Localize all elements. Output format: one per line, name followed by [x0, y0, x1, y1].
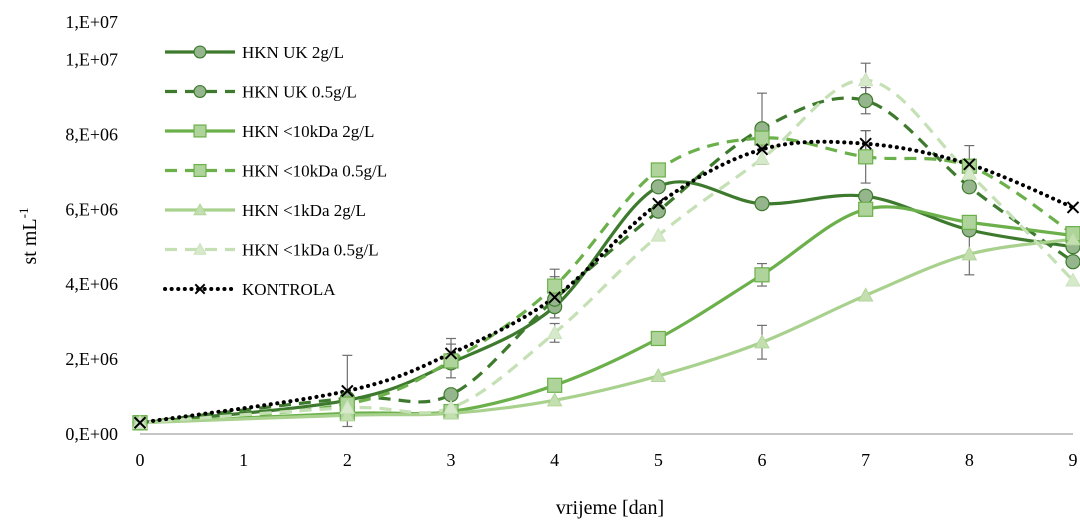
data-point-marker: [961, 179, 977, 195]
series-line-3: [139, 136, 1074, 425]
series-line-4: [139, 237, 1074, 425]
data-point-marker: [339, 399, 356, 414]
data-point-marker: [650, 162, 666, 178]
data-point-marker: [754, 267, 770, 283]
legend-swatch-marker: [193, 242, 207, 255]
y-tick-label: 8,E+06: [65, 124, 118, 144]
legend-swatch-marker: [193, 84, 207, 99]
data-point-marker: [961, 165, 978, 180]
legend: HKN UK 2g/L HKN UK 0.5g/L HKN <10kDa 2g/L H…: [163, 43, 387, 299]
data-point-marker: [443, 387, 459, 403]
legend-label: HKN UK 2g/L: [242, 43, 344, 62]
y-tick-labels: 0,E+00 2,E+06 4,E+06 6,E+06 8,E+06 1,E+07 1,E+…: [65, 12, 118, 444]
data-point-marker: [858, 188, 874, 204]
legend-label: HKN <10kDa 2g/L: [242, 122, 374, 141]
series-line-6: [138, 139, 1075, 425]
x-tick-label: 8: [965, 450, 974, 470]
legend-swatch-marker: [193, 163, 207, 178]
x-tick-label: 9: [1069, 450, 1078, 470]
data-point-marker: [547, 291, 563, 307]
data-point-marker: [754, 150, 770, 165]
legend-label: HKN <10kDa 0.5g/L: [242, 162, 387, 181]
legend-swatch-marker: [193, 45, 207, 59]
data-point-marker: [1066, 201, 1080, 214]
x-tick-label: 4: [550, 450, 559, 470]
legend-swatch-marker: [193, 124, 207, 138]
y-tick-label: 0,E+00: [65, 424, 118, 444]
data-point-marker: [443, 353, 459, 369]
data-point-marker: [961, 214, 977, 230]
legend-item: HKN <1kDa 0.5g/L: [165, 241, 379, 260]
y-tick-label: 1,E+07: [65, 12, 118, 32]
x-axis-title: vrijeme [dan]: [556, 497, 664, 519]
data-point-marker: [963, 158, 976, 171]
x-tick-label: 6: [758, 450, 767, 470]
y-tick-label: 6,E+06: [65, 199, 118, 219]
data-point-marker: [961, 246, 978, 261]
data-point-marker: [755, 143, 769, 156]
x-tick-label: 5: [654, 450, 663, 470]
data-point-marker: [857, 287, 874, 302]
data-point-marker: [548, 291, 561, 304]
data-point-marker: [754, 130, 770, 146]
legend-label: HKN <1kDa 2g/L: [242, 201, 366, 220]
legend-swatch-marker: [193, 203, 207, 216]
data-point-marker: [650, 227, 667, 242]
data-point-marker: [547, 377, 563, 393]
data-point-marker: [546, 392, 563, 407]
series-line-1: [139, 96, 1074, 425]
data-point-marker: [547, 278, 563, 294]
y-tick-label: 4,E+06: [65, 274, 118, 294]
x-tick-labels: 0 1 2 3 4 5 6 7 8 9: [136, 450, 1078, 470]
data-point-marker: [650, 330, 666, 347]
data-point-marker: [650, 203, 666, 219]
legend-item: HKN UK 0.5g/L: [165, 83, 357, 102]
data-point-marker: [133, 416, 147, 429]
x-tick-label: 7: [861, 450, 870, 470]
y-axis-title-superscript: -1: [16, 208, 31, 219]
data-point-marker: [650, 367, 667, 383]
legend-label: HKN UK 0.5g/L: [242, 83, 357, 102]
data-point-marker: [652, 197, 665, 210]
data-point-marker: [339, 407, 356, 422]
y-tick-label: 1,E+07: [65, 49, 118, 69]
legend-item: HKN <1kDa 2g/L: [165, 201, 366, 220]
data-point-marker: [1065, 231, 1080, 246]
data-point-marker: [858, 149, 874, 165]
data-point-marker: [754, 334, 770, 349]
x-tick-label: 2: [343, 450, 352, 470]
data-point-marker: [1065, 254, 1080, 270]
data-point-marker: [650, 179, 666, 195]
data-point-marker: [546, 324, 563, 339]
legend-label: KONTROLA: [242, 280, 336, 299]
data-point-marker: [444, 347, 458, 360]
legend-swatch-marker: [194, 283, 206, 295]
data-point-marker: [341, 384, 354, 398]
data-point-marker: [857, 72, 874, 87]
legend-item: HKN UK 2g/L: [165, 43, 344, 62]
y-axis-title-text: st mL: [19, 218, 41, 264]
data-point-marker: [859, 137, 872, 150]
legend-item: HKN <10kDa 2g/L: [165, 122, 374, 141]
series-markers: [132, 72, 1080, 431]
legend-label: HKN <1kDa 0.5g/L: [242, 241, 379, 260]
data-point-marker: [443, 399, 459, 414]
x-tick-label: 3: [447, 450, 456, 470]
data-point-marker: [1065, 272, 1080, 287]
data-point-marker: [858, 201, 874, 217]
data-point-marker: [858, 93, 874, 109]
x-tick-label: 0: [136, 450, 145, 470]
y-tick-label: 2,E+06: [65, 349, 118, 369]
data-point-marker: [754, 196, 770, 212]
legend-item: KONTROLA: [163, 280, 336, 299]
y-axis-title: st mL-1: [16, 208, 41, 265]
legend-item: HKN <10kDa 0.5g/L: [165, 162, 387, 181]
x-tick-label: 1: [239, 450, 248, 470]
